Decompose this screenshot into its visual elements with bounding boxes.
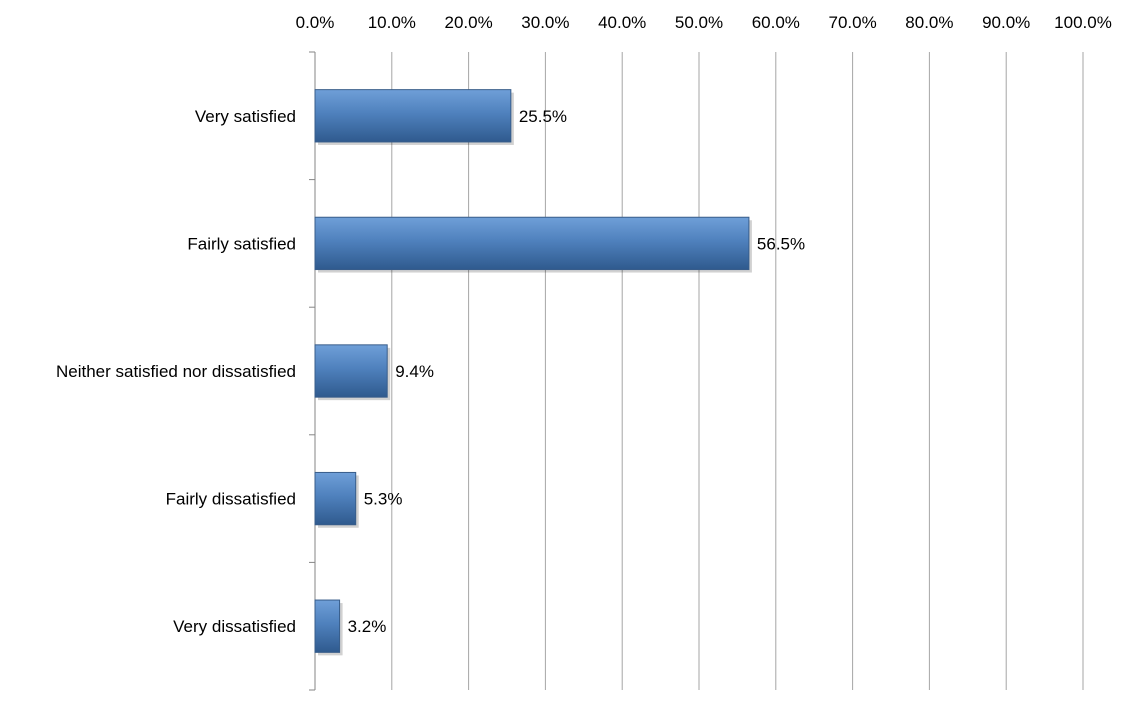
category-label: Very dissatisfied [173, 617, 296, 636]
bar [314, 599, 341, 653]
category-label: Very satisfied [195, 107, 296, 126]
gridlines [391, 52, 1084, 690]
x-tick-label: 90.0% [982, 13, 1030, 32]
category-label: Neither satisfied nor dissatisfied [56, 362, 296, 381]
bar [314, 471, 357, 526]
data-label: 5.3% [364, 490, 403, 509]
category-label: Fairly satisfied [187, 234, 296, 253]
x-tick-label: 30.0% [521, 13, 569, 32]
bar [314, 89, 512, 143]
x-tick-label: 50.0% [675, 13, 723, 32]
x-tick-label: 0.0% [296, 13, 335, 32]
data-label: 25.5% [519, 107, 567, 126]
bar [314, 216, 750, 271]
labels: 0.0% 10.0% 20.0% 30.0% 40.0% 50.0% 60.0% 70.0% 8… [56, 13, 1112, 636]
bars [314, 89, 752, 656]
x-tick-label: 20.0% [444, 13, 492, 32]
bar [314, 344, 388, 398]
axes [309, 51, 316, 691]
data-label: 9.4% [395, 362, 434, 381]
data-label: 3.2% [348, 617, 387, 636]
x-tick-label: 80.0% [905, 13, 953, 32]
category-label: Fairly dissatisfied [166, 490, 296, 509]
x-tick-label: 10.0% [368, 13, 416, 32]
x-tick-label: 60.0% [752, 13, 800, 32]
x-tick-label: 100.0% [1054, 13, 1112, 32]
x-tick-label: 70.0% [828, 13, 876, 32]
data-label: 56.5% [757, 234, 805, 253]
x-tick-label: 40.0% [598, 13, 646, 32]
